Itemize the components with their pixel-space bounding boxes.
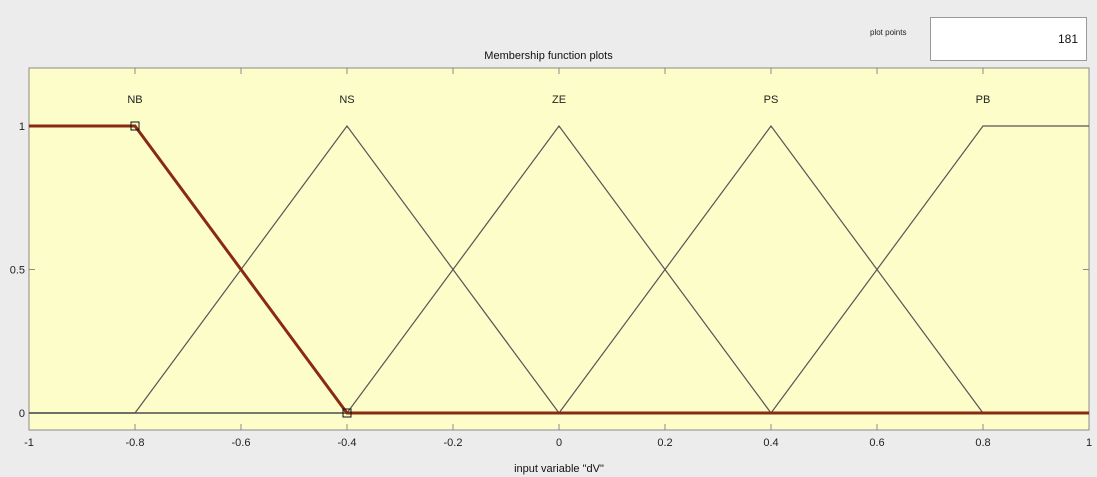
mf-labels[interactable]: NB NS ZE PS PB [127, 94, 990, 106]
mf-label-pb[interactable]: PB [976, 94, 991, 106]
x-tick-label: -0.6 [232, 437, 251, 449]
x-tick-label: -0.2 [444, 437, 463, 449]
x-tick-label: 0.2 [657, 437, 672, 449]
mf-vertex-handle[interactable] [130, 121, 140, 131]
y-tick-label: 0 [19, 408, 25, 420]
mf-curve-nb[interactable] [29, 124, 1089, 415]
y-tick-label: 0.5 [10, 265, 25, 277]
x-tick-label: -1 [24, 437, 34, 449]
x-tick-label: 1 [1086, 437, 1092, 449]
mf-label-ns[interactable]: NS [339, 94, 354, 106]
axis-ticks: -1 -0.8 -0.6 -0.4 -0.2 0 0.2 0.4 0.6 0.8 1 0 0.5 1 [10, 68, 1092, 449]
x-axis-title: input variable "dV" [514, 463, 604, 475]
mf-label-ps[interactable]: PS [764, 94, 779, 106]
plot-area [28, 67, 1090, 431]
x-tick-label: -0.4 [338, 437, 357, 449]
mf-vertex-handle[interactable] [342, 408, 352, 418]
mf-label-nb[interactable]: NB [127, 94, 142, 106]
mf-curves[interactable] [29, 124, 1089, 415]
mf-label-ze[interactable]: ZE [552, 94, 566, 106]
plot-points-input[interactable] [930, 17, 1087, 61]
y-tick-label: 1 [19, 121, 25, 133]
x-tick-label: 0.4 [763, 437, 778, 449]
x-tick-label: 0.6 [869, 437, 884, 449]
x-tick-label: 0.8 [975, 437, 990, 449]
mf-handles[interactable] [130, 121, 352, 418]
x-tick-label: -0.8 [126, 437, 145, 449]
x-tick-label: 0 [556, 437, 562, 449]
plot-points-label: plot points [870, 28, 907, 37]
panel-title: Membership function plots [484, 50, 613, 62]
